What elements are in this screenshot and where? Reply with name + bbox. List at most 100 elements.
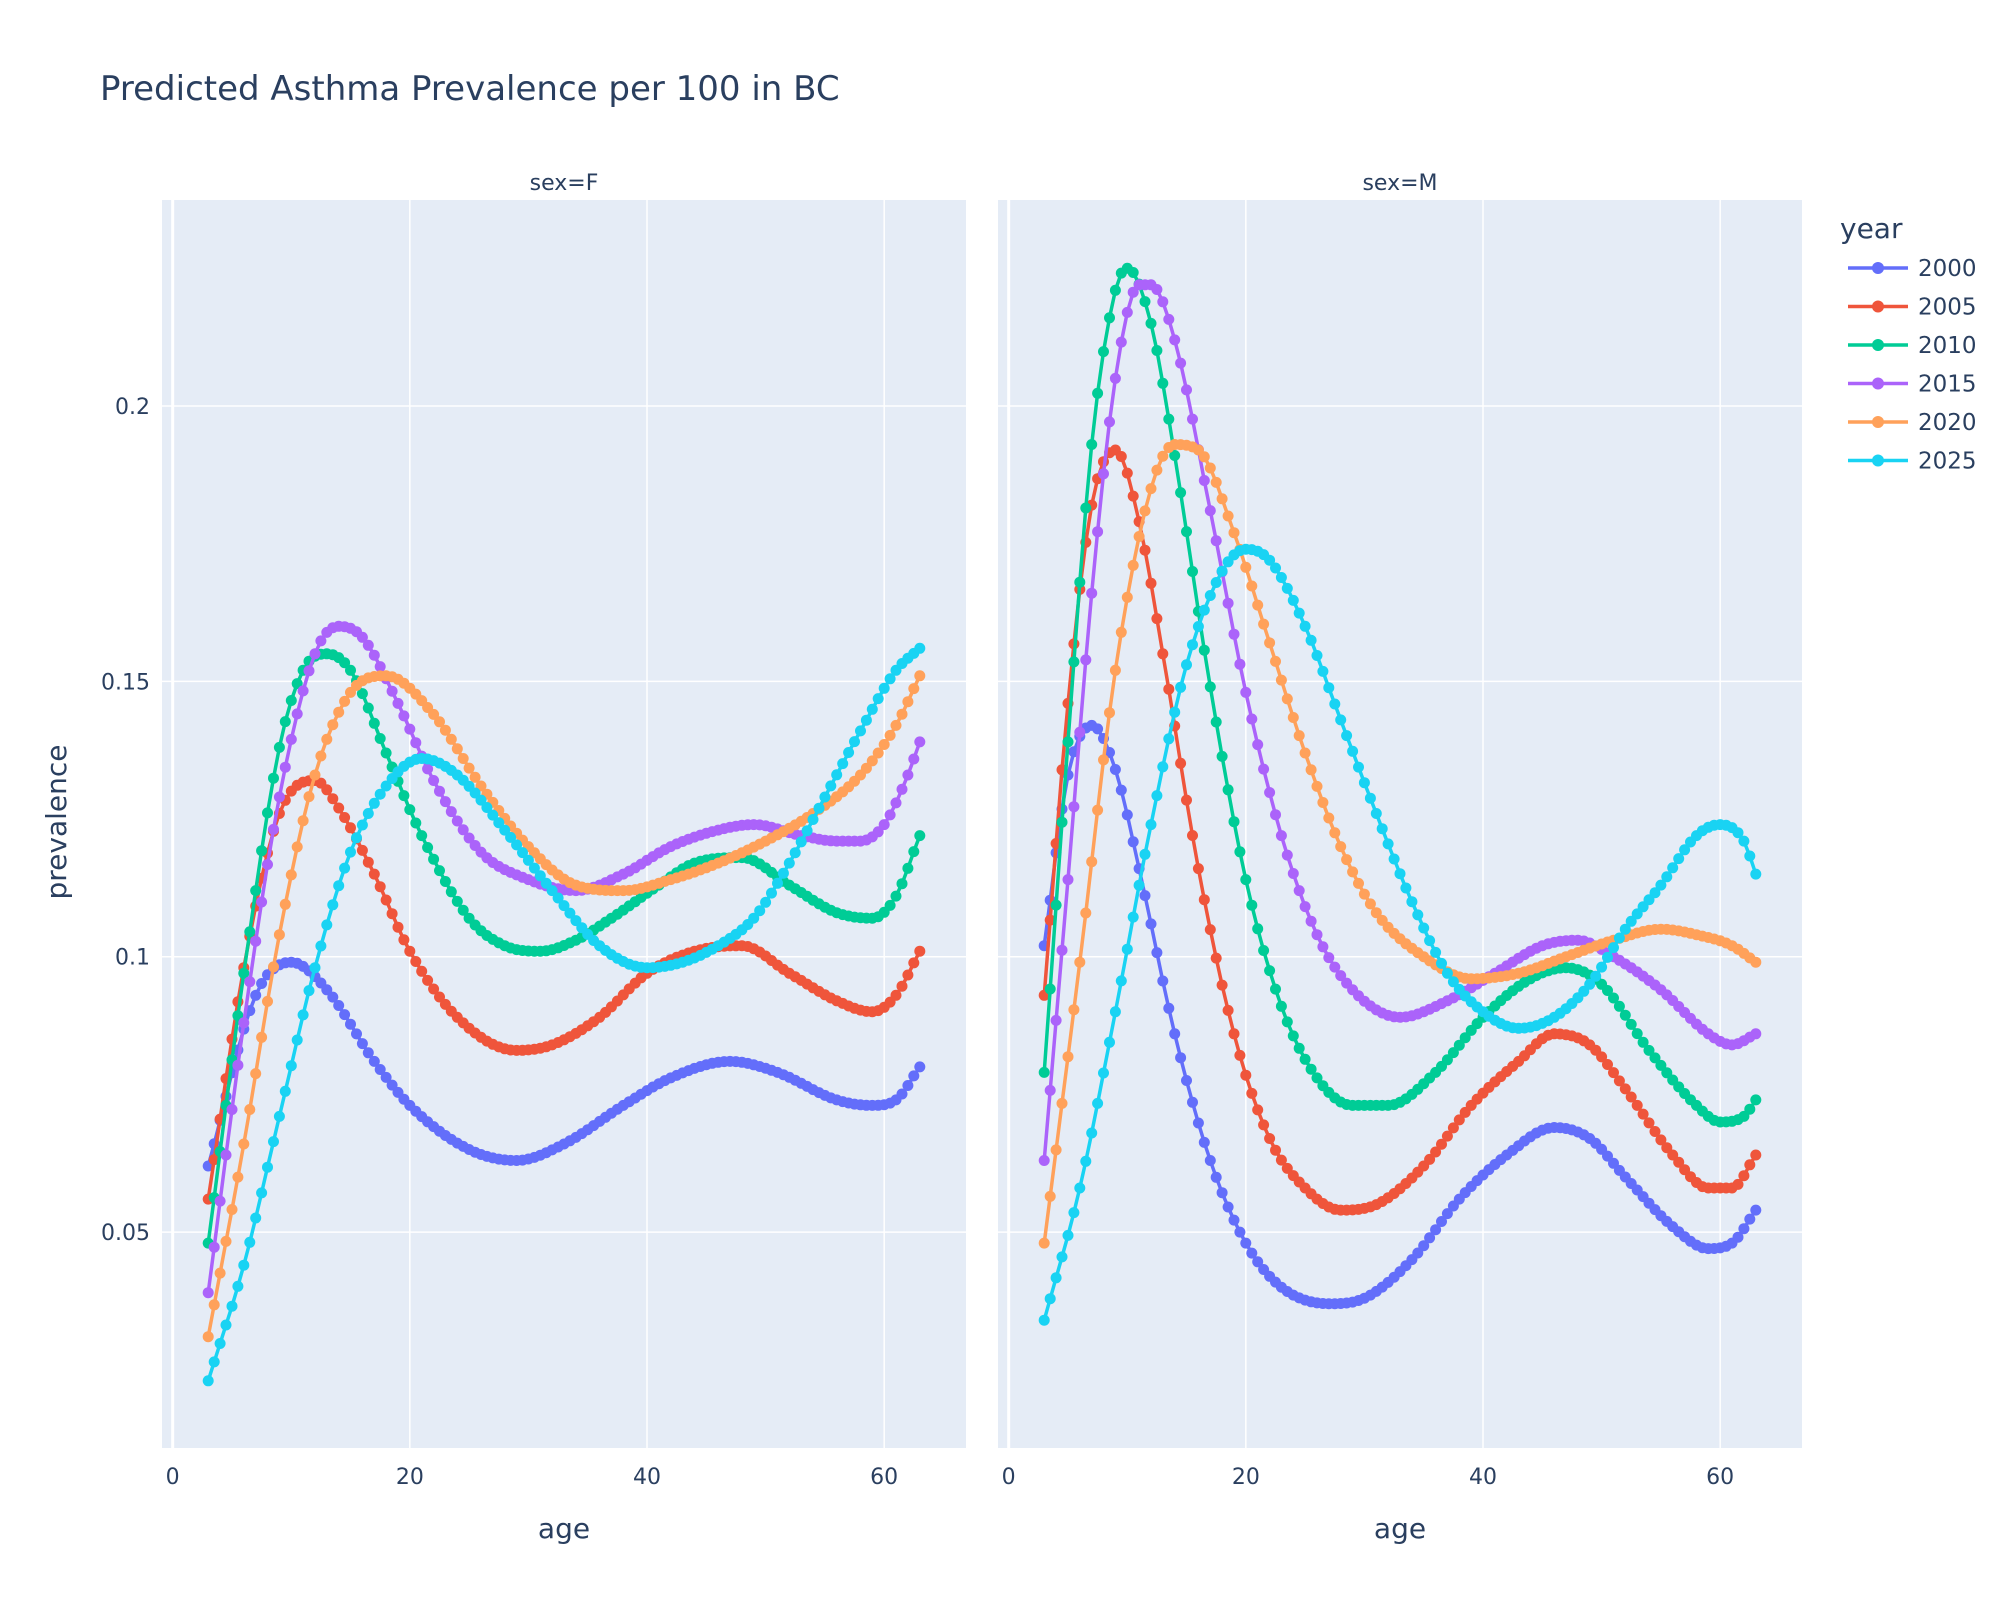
data-point: [1299, 901, 1311, 913]
data-point: [1080, 907, 1092, 919]
data-point: [1370, 808, 1382, 819]
data-point: [428, 983, 440, 995]
data-point: [1175, 487, 1187, 499]
data-point: [1453, 1039, 1465, 1051]
data-point: [878, 739, 890, 750]
data-point: [1424, 935, 1436, 947]
data-point: [1151, 947, 1163, 959]
data-point: [1744, 1159, 1756, 1171]
data-point: [1246, 580, 1258, 592]
legend-item-2025[interactable]: 2025: [1848, 449, 1977, 475]
data-point: [1050, 1144, 1062, 1156]
data-point: [309, 648, 321, 660]
data-point: [1613, 932, 1625, 944]
data-point: [362, 1047, 374, 1059]
data-point: [250, 935, 262, 947]
legend-item-2020[interactable]: 2020: [1848, 410, 1977, 436]
data-point: [1056, 816, 1068, 828]
data-point: [1068, 656, 1080, 668]
data-point: [1655, 1134, 1667, 1146]
data-point: [1370, 907, 1382, 919]
data-point: [202, 1331, 214, 1343]
data-point: [908, 846, 920, 858]
data-point: [1252, 1256, 1264, 1268]
data-point: [475, 794, 487, 806]
x-tick-label: 0: [166, 1465, 180, 1490]
data-point: [1151, 284, 1163, 295]
data-point: [256, 1187, 268, 1199]
data-point: [1234, 1226, 1246, 1238]
data-point: [1115, 784, 1127, 796]
data-point: [1264, 554, 1276, 566]
data-point: [558, 900, 570, 912]
series-2020: [202, 670, 926, 1343]
data-point: [1204, 924, 1216, 936]
data-point: [1038, 1155, 1050, 1166]
data-point: [1086, 856, 1098, 868]
legend-item-2010[interactable]: 2010: [1848, 333, 1977, 359]
legend-item-2015[interactable]: 2015: [1848, 372, 1977, 398]
data-point: [1673, 853, 1685, 865]
data-point: [226, 1300, 238, 1312]
data-point: [1252, 739, 1264, 751]
legend-swatch-marker: [1872, 339, 1884, 351]
series-2000: [1038, 719, 1762, 1310]
data-point: [1062, 736, 1074, 748]
data-point: [1643, 1117, 1655, 1129]
data-point: [380, 894, 392, 906]
data-point: [1329, 961, 1341, 973]
data-point: [268, 961, 279, 973]
facet-label-sex-m: sex=M: [1362, 171, 1437, 196]
data-point: [1643, 1044, 1655, 1056]
data-point: [1092, 387, 1104, 399]
data-point: [232, 1171, 244, 1183]
legend-swatch-marker: [1872, 300, 1884, 313]
data-point: [1667, 1149, 1679, 1161]
data-point: [220, 1319, 232, 1331]
data-point: [208, 1356, 220, 1368]
data-point: [1667, 862, 1679, 874]
data-point: [1275, 572, 1287, 583]
data-point: [1187, 566, 1198, 577]
data-point: [244, 1236, 256, 1248]
data-point: [499, 824, 511, 836]
data-point: [1181, 1075, 1192, 1086]
data-point: [256, 845, 268, 857]
data-point: [1394, 868, 1406, 880]
data-point: [1098, 346, 1109, 358]
data-point: [220, 1235, 232, 1247]
data-point: [439, 724, 451, 736]
data-point: [1198, 644, 1210, 656]
legend[interactable]: year 2000 2005 2010 2015 2020 2025: [1840, 212, 1977, 475]
data-point: [849, 736, 860, 748]
data-point: [914, 830, 926, 842]
data-point: [309, 962, 321, 974]
data-point: [493, 817, 505, 829]
legend-item-2005[interactable]: 2005: [1848, 295, 1977, 321]
data-point: [368, 868, 380, 880]
data-point: [392, 697, 404, 709]
data-point: [760, 896, 772, 908]
data-point: [434, 716, 445, 728]
data-point: [1127, 490, 1139, 502]
data-point: [789, 847, 801, 859]
data-point: [1038, 1066, 1050, 1078]
data-point: [1181, 794, 1192, 806]
data-point: [1323, 812, 1335, 824]
data-point: [1293, 885, 1305, 897]
data-point: [1121, 467, 1133, 479]
legend-items: 2000 2005 2010 2015 2020 2025: [1848, 256, 1977, 475]
data-point: [896, 708, 908, 720]
x-ticks-sex-m: 0 20 40 60: [1002, 1465, 1735, 1490]
legend-item-2000[interactable]: 2000: [1848, 256, 1977, 282]
data-point: [1228, 527, 1240, 539]
data-point: [1109, 764, 1121, 775]
series-2015: [202, 620, 926, 1299]
data-point: [884, 809, 896, 821]
data-point: [564, 907, 576, 919]
data-point: [362, 639, 374, 651]
legend-label: 2025: [1918, 449, 1977, 475]
data-point: [1738, 1223, 1750, 1235]
data-point: [1151, 345, 1163, 356]
data-point: [262, 995, 273, 1007]
